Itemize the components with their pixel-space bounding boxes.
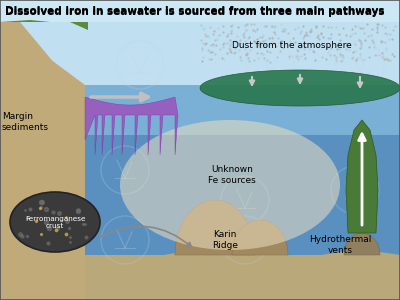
Polygon shape (346, 120, 378, 233)
Polygon shape (85, 251, 400, 300)
Bar (0, 22, 400, 90)
Polygon shape (200, 70, 400, 106)
Ellipse shape (10, 192, 100, 252)
Polygon shape (85, 97, 178, 155)
Polygon shape (0, 22, 85, 270)
Text: Karin
Ridge: Karin Ridge (212, 230, 238, 250)
Bar (85, 255, 400, 300)
Text: Unknown
Fe sources: Unknown Fe sources (208, 165, 256, 185)
Text: Dissolved iron in seawater is sourced from three main pathways: Dissolved iron in seawater is sourced fr… (5, 7, 384, 17)
Text: Dissolved iron in seawater is sourced from three main pathways: Dissolved iron in seawater is sourced fr… (5, 6, 384, 16)
Text: Ferromanganese
crust: Ferromanganese crust (25, 215, 85, 229)
Text: Margin
sediments: Margin sediments (2, 112, 49, 132)
Polygon shape (175, 200, 255, 255)
Bar (0, 0, 400, 22)
Bar (85, 85, 400, 270)
Ellipse shape (120, 120, 340, 250)
Polygon shape (0, 22, 85, 270)
Polygon shape (344, 233, 380, 255)
Bar (0, 255, 85, 300)
Text: Dust from the atmosphere: Dust from the atmosphere (232, 41, 352, 50)
Bar (85, 85, 400, 135)
Text: Hydrothermal
vents: Hydrothermal vents (309, 235, 371, 255)
Polygon shape (232, 220, 288, 255)
Polygon shape (0, 20, 88, 30)
